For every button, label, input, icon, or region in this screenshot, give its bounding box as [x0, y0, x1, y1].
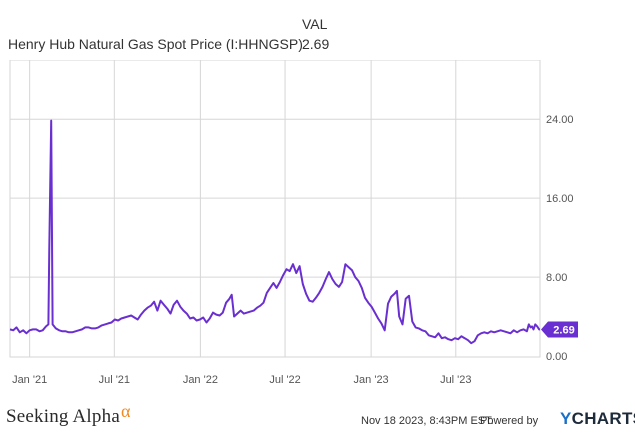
ycharts-y-mark: Y: [560, 409, 572, 428]
timestamp: Nov 18 2023, 8:43PM EST.: [361, 415, 494, 427]
x-tick-label: Jul '22: [269, 374, 300, 386]
last-value-label: 2.69: [553, 324, 574, 336]
ycharts-wordmark: CHARTS: [571, 409, 635, 428]
seeking-alpha-logo[interactable]: Seeking Alphaα: [6, 401, 131, 428]
x-tick-label: Jul '23: [440, 374, 471, 386]
y-tick-label: 0.00: [546, 351, 567, 363]
line-chart[interactable]: 0.00 8.00 16.00 24.00 Jan '21 Jul '21 Jan '22 J…: [0, 59, 635, 390]
x-tick-label: Jan '22: [183, 374, 218, 386]
plot-frame: [9, 59, 541, 358]
alpha-icon: α: [120, 401, 131, 421]
y-tick-label: 8.00: [546, 272, 567, 284]
brand-text: Seeking Alpha: [6, 406, 120, 427]
x-tick-label: Jan '23: [354, 374, 389, 386]
y-tick-label: 16.00: [546, 193, 574, 205]
footer: Seeking Alphaα Nov 18 2023, 8:43PM EST. …: [0, 395, 635, 435]
series-line: [9, 119, 541, 345]
chart-area[interactable]: 0.00 8.00 16.00 24.00 Jan '21 Jul '21 Jan '22 J…: [0, 59, 635, 390]
y-tick-label: 24.00: [546, 114, 574, 126]
ycharts-logo[interactable]: YCHARTS: [560, 409, 635, 429]
value-column-header: VAL: [302, 16, 328, 32]
x-tick-label: Jan '21: [12, 374, 47, 386]
series-name[interactable]: Henry Hub Natural Gas Spot Price (I:HHNG…: [8, 36, 303, 52]
series-value: 2.69: [302, 36, 330, 52]
powered-by-label: Powered by: [480, 415, 539, 427]
x-tick-label: Jul '21: [99, 374, 130, 386]
last-value-badge: [541, 321, 578, 338]
chart-legend: VAL Henry Hub Natural Gas Spot Price (I:…: [0, 0, 635, 60]
